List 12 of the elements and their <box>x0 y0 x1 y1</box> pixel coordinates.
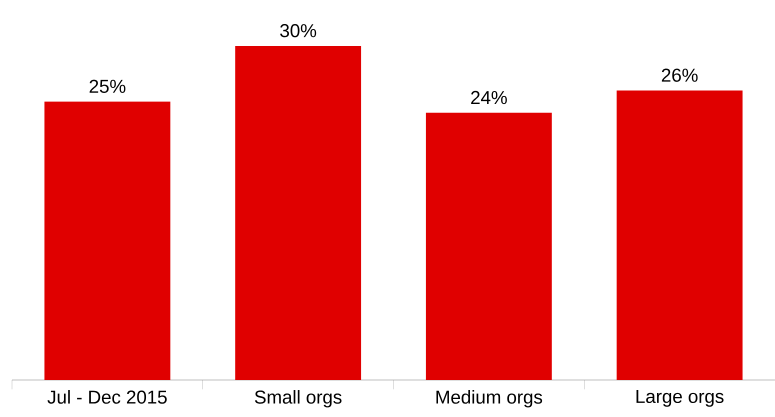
x-tick-label: Small orgs <box>254 390 342 408</box>
data-label: 26% <box>662 68 698 82</box>
data-label: 25% <box>90 80 126 93</box>
bar <box>616 90 743 380</box>
x-tick-label: Medium orgs <box>436 390 542 408</box>
bar <box>44 102 170 380</box>
bar <box>426 112 552 380</box>
data-label: 30% <box>280 24 316 38</box>
x-tick-label: Large orgs <box>636 390 724 407</box>
x-tick-label: Jul - Dec 2015 <box>48 390 167 404</box>
bar <box>235 46 362 380</box>
data-label: 24% <box>471 90 507 104</box>
